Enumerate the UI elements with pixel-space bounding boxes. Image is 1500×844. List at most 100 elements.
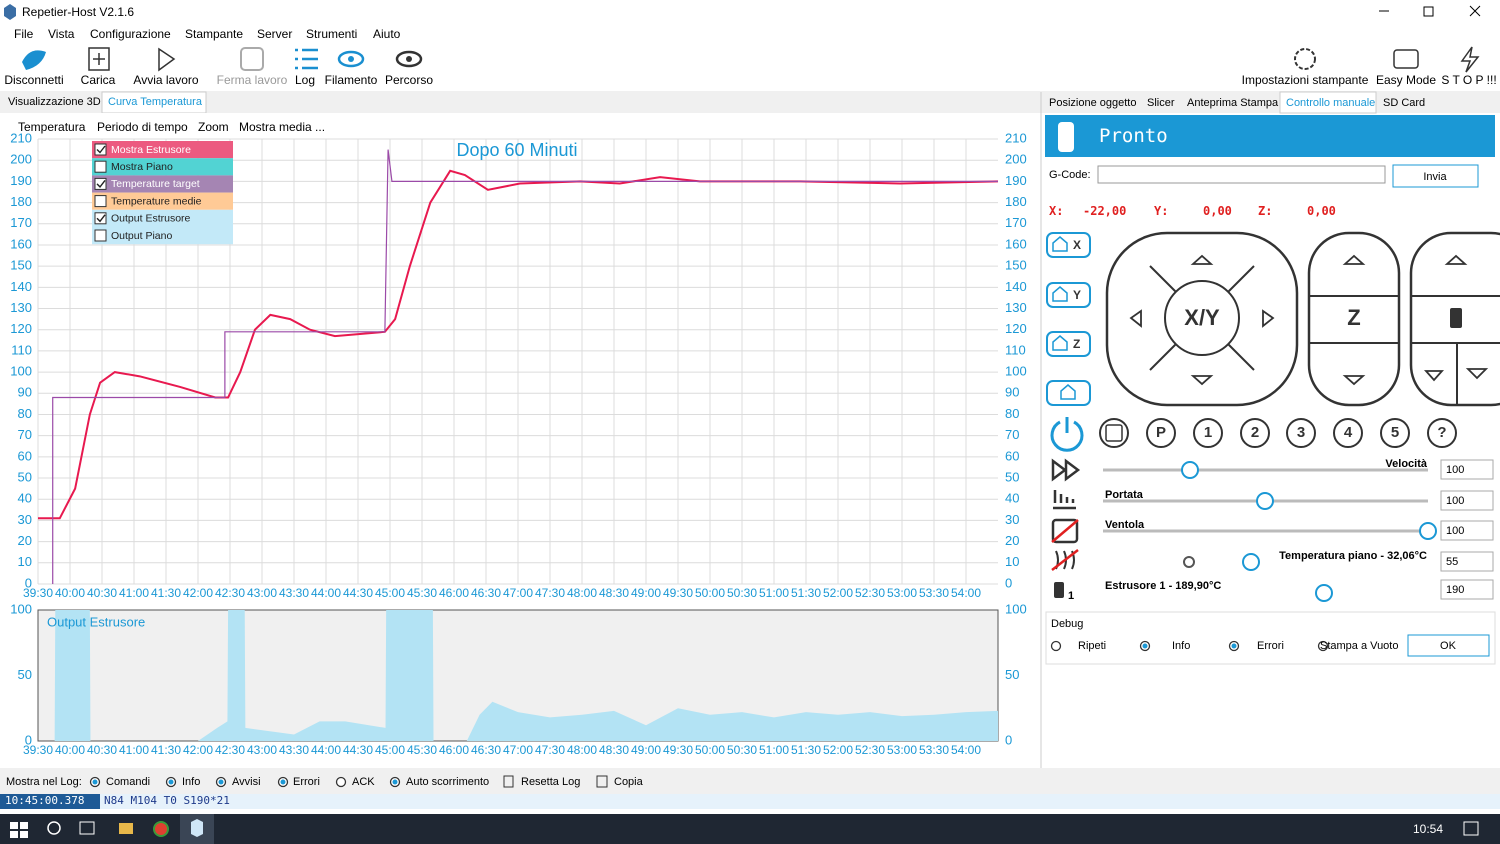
- log-option[interactable]: Comandi: [106, 776, 151, 788]
- z-pad-frame[interactable]: [1307, 231, 1401, 407]
- radio[interactable]: [1050, 640, 1062, 652]
- legend-checkbox[interactable]: [94, 177, 107, 190]
- spin-box[interactable]: [1440, 459, 1494, 480]
- menu-item[interactable]: Stampante: [185, 27, 244, 41]
- legend-checkbox[interactable]: [94, 212, 107, 225]
- tab[interactable]: Visualizzazione 3D: [8, 96, 101, 108]
- menu-item[interactable]: Aiuto: [373, 27, 401, 41]
- toolbar-button[interactable]: Easy Mode: [1375, 73, 1437, 87]
- radio[interactable]: [335, 776, 347, 788]
- send-label[interactable]: Invia: [1423, 171, 1447, 183]
- xy-pad-frame[interactable]: [1105, 231, 1299, 407]
- slider-thumb[interactable]: [1315, 584, 1333, 602]
- chart-menu-item[interactable]: Periodo di tempo: [97, 120, 188, 134]
- slider-value[interactable]: 55: [1446, 556, 1459, 568]
- extruder-arrows[interactable]: [1423, 254, 1489, 382]
- log-option[interactable]: Errori: [293, 776, 320, 788]
- notifications[interactable]: [1463, 821, 1479, 836]
- slider-thumb[interactable]: [1419, 522, 1437, 540]
- legend-checkbox[interactable]: [94, 195, 107, 208]
- toolbar-button[interactable]: Disconnetti: [4, 73, 64, 87]
- log-button[interactable]: Copia: [614, 776, 643, 788]
- tab[interactable]: Anteprima Stampa: [1187, 97, 1279, 109]
- slider-value[interactable]: 100: [1446, 464, 1465, 476]
- tool-label[interactable]: ?: [1437, 424, 1447, 441]
- debug-option[interactable]: Ripeti: [1078, 640, 1107, 652]
- run-icon[interactable]: [158, 47, 176, 72]
- legend-checkbox[interactable]: [94, 160, 107, 173]
- slider-thumb[interactable]: [1242, 553, 1260, 571]
- repetier-app[interactable]: [191, 819, 203, 837]
- log-option[interactable]: Auto scorrimento: [406, 776, 490, 788]
- toolbar-button[interactable]: Percorso: [384, 73, 434, 87]
- spin-box[interactable]: [1440, 520, 1494, 541]
- tool-button[interactable]: [1099, 418, 1129, 448]
- tab[interactable]: SD Card: [1383, 97, 1426, 109]
- xy-arrows[interactable]: [1129, 254, 1275, 386]
- chart-menu-item[interactable]: Mostra media ...: [239, 120, 326, 134]
- toolbar-button[interactable]: S T O P !!!: [1441, 73, 1497, 87]
- menu-item[interactable]: Server: [257, 27, 293, 41]
- debug-option[interactable]: Stampa a Vuoto: [1320, 640, 1399, 652]
- tool-button[interactable]: [1240, 418, 1270, 448]
- toolbar-button[interactable]: Impostazioni stampante: [1241, 73, 1369, 87]
- easy-mode-icon[interactable]: [1393, 49, 1419, 69]
- chart-menu-item[interactable]: Temperatura: [18, 120, 86, 134]
- tool-label[interactable]: 2: [1250, 424, 1260, 441]
- ok-button[interactable]: [1407, 634, 1490, 657]
- tab[interactable]: Curva Temperatura: [108, 96, 202, 108]
- tool-label[interactable]: 3: [1296, 424, 1306, 441]
- slider-value[interactable]: 100: [1446, 525, 1465, 537]
- settings-icon[interactable]: [1294, 48, 1316, 70]
- load-icon[interactable]: [88, 47, 110, 71]
- copy-icon[interactable]: [596, 775, 608, 788]
- extruder-pad-frame[interactable]: [1409, 231, 1500, 407]
- tool-button[interactable]: [1380, 418, 1410, 448]
- tab-selected[interactable]: [1279, 91, 1377, 114]
- tab[interactable]: Slicer: [1147, 97, 1175, 109]
- chrome[interactable]: [153, 821, 169, 837]
- toolbar-button[interactable]: Log: [294, 73, 316, 87]
- legend-checkbox[interactable]: [94, 229, 107, 242]
- maximize[interactable]: [1423, 6, 1434, 17]
- toolbar-button[interactable]: Avvia lavoro: [133, 73, 199, 87]
- menu-item[interactable]: Strumenti: [306, 27, 358, 41]
- menu-item[interactable]: Configurazione: [90, 27, 171, 41]
- menu-item[interactable]: File: [14, 27, 34, 41]
- tool-button[interactable]: [1427, 418, 1457, 448]
- filament-icon[interactable]: [337, 50, 365, 68]
- log-option[interactable]: Info: [182, 776, 201, 788]
- spin-box[interactable]: [1440, 490, 1494, 511]
- tab[interactable]: Controllo manuale: [1286, 97, 1376, 109]
- stop-icon[interactable]: [1460, 46, 1480, 73]
- log-option[interactable]: Avvisi: [232, 776, 261, 788]
- tab[interactable]: Posizione oggetto: [1049, 97, 1137, 109]
- slider-value[interactable]: 100: [1446, 495, 1465, 507]
- explorer[interactable]: [119, 823, 133, 834]
- menu-item[interactable]: Vista: [48, 27, 75, 41]
- debug-option[interactable]: Info: [1172, 640, 1191, 652]
- send-button[interactable]: [1392, 164, 1479, 188]
- spin-box[interactable]: [1440, 551, 1494, 572]
- tool-button[interactable]: [1193, 418, 1223, 448]
- tool-button[interactable]: [1146, 418, 1176, 448]
- tool-label[interactable]: P: [1155, 424, 1167, 441]
- z-arrows[interactable]: [1342, 254, 1366, 386]
- ok-label[interactable]: OK: [1440, 640, 1456, 652]
- log-option[interactable]: ACK: [352, 776, 375, 788]
- reset-log-icon[interactable]: [503, 775, 514, 788]
- xy-center[interactable]: [1164, 280, 1240, 356]
- gcode-input[interactable]: [1097, 165, 1386, 184]
- close[interactable]: [1469, 5, 1481, 17]
- disconnect-icon[interactable]: [22, 50, 46, 70]
- search[interactable]: [47, 821, 61, 835]
- slider-thumb[interactable]: [1256, 492, 1274, 510]
- toolbar-button[interactable]: Filamento: [324, 73, 378, 87]
- start-button[interactable]: [10, 822, 28, 838]
- spin-box[interactable]: [1440, 579, 1494, 600]
- log-icon[interactable]: [295, 48, 318, 70]
- home-all[interactable]: [1046, 380, 1091, 406]
- chart-menu-item[interactable]: Zoom: [198, 120, 229, 134]
- toolbar-button[interactable]: Ferma lavoro: [216, 73, 288, 87]
- radio[interactable]: [1317, 640, 1329, 652]
